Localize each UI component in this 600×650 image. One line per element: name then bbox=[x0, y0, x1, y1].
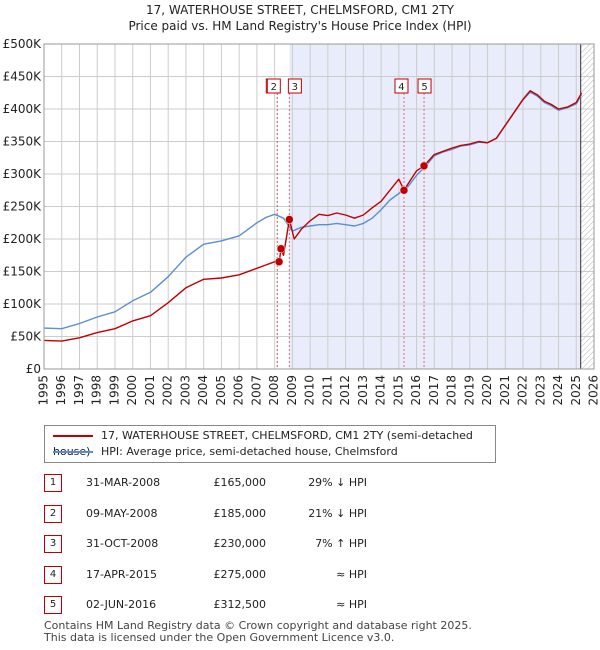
transaction-point bbox=[276, 244, 286, 253]
transaction-hpi-relation: ≈ HPI bbox=[336, 568, 367, 581]
transaction-date: 17-APR-2015 bbox=[86, 568, 158, 581]
x-tick-label: 2001 bbox=[143, 375, 157, 406]
chart-title-text: 17, WATERHOUSE STREET, CHELMSFORD, CM1 2… bbox=[146, 3, 454, 17]
y-tick-label: £500K bbox=[3, 37, 43, 51]
chart-legend: 17, WATERHOUSE STREET, CHELMSFORD, CM1 2… bbox=[44, 425, 496, 463]
x-tick-label: 2004 bbox=[196, 375, 210, 406]
legend-item-hpi: HPI: Average price, semi-detached house,… bbox=[53, 444, 398, 460]
transaction-marker-box bbox=[287, 78, 302, 94]
transaction-hpi-relation: ≈ HPI bbox=[336, 598, 367, 611]
transaction-number: 5 bbox=[44, 596, 62, 614]
legend-item-property: 17, WATERHOUSE STREET, CHELMSFORD, CM1 2… bbox=[53, 428, 495, 458]
price-chart: 12345£0£50K£100K£150K£200K£250K£300K£350… bbox=[3, 37, 600, 406]
x-tick-label: 2007 bbox=[249, 375, 263, 406]
x-tick-label: 2026 bbox=[587, 375, 600, 406]
transaction-marker-label: 5 bbox=[421, 82, 427, 93]
transaction-marker-label: 2 bbox=[271, 82, 277, 93]
property-series-line bbox=[43, 90, 583, 342]
transaction-date: 31-OCT-2008 bbox=[86, 537, 159, 550]
transaction-number: 3 bbox=[44, 535, 62, 553]
legend-label-property: 17, WATERHOUSE STREET, CHELMSFORD, CM1 2… bbox=[53, 429, 473, 458]
transaction-marker-box bbox=[394, 78, 409, 94]
x-tick-label: 2022 bbox=[516, 375, 530, 406]
transaction-price: £275,000 bbox=[213, 568, 267, 581]
transaction-date: 09-MAY-2008 bbox=[86, 507, 158, 520]
transaction-price: £230,000 bbox=[213, 537, 267, 550]
transaction-marker-box bbox=[266, 78, 281, 94]
x-tick-label: 2002 bbox=[161, 375, 175, 406]
x-tick-label: 2006 bbox=[232, 375, 246, 406]
x-tick-label: 2020 bbox=[480, 375, 494, 406]
transaction-price: £165,000 bbox=[213, 476, 267, 489]
y-tick-label: £400K bbox=[3, 102, 43, 116]
transaction-hpi-relation: 21% ↓ HPI bbox=[308, 507, 367, 520]
x-tick-label: 2003 bbox=[178, 375, 192, 406]
y-tick-label: £0 bbox=[26, 362, 41, 376]
x-tick-label: 2019 bbox=[462, 375, 476, 406]
transaction-number: 1 bbox=[44, 474, 62, 492]
footer-notice: Contains HM Land Registry data © Crown c… bbox=[44, 620, 472, 644]
x-tick-label: 2015 bbox=[391, 375, 405, 406]
transaction-date: 02-JUN-2016 bbox=[86, 598, 157, 611]
x-tick-label: 2016 bbox=[409, 375, 423, 406]
transaction-point bbox=[274, 257, 284, 266]
x-tick-label: 2018 bbox=[445, 375, 459, 406]
x-tick-label: 2021 bbox=[498, 375, 512, 406]
legend-swatch-hpi bbox=[53, 451, 93, 453]
x-tick-label: 2010 bbox=[303, 375, 317, 406]
footer-copyright: Contains HM Land Registry data © Crown c… bbox=[44, 619, 472, 632]
x-tick-label: 2014 bbox=[374, 375, 388, 406]
x-tick-label: 2017 bbox=[427, 375, 441, 406]
chart-title: 17, WATERHOUSE STREET, CHELMSFORD, CM1 2… bbox=[0, 2, 600, 34]
legend-swatch-property bbox=[53, 435, 93, 437]
transaction-hpi-relation: 29% ↓ HPI bbox=[308, 476, 367, 489]
transaction-price: £312,500 bbox=[213, 598, 267, 611]
transaction-marker-box bbox=[417, 78, 432, 94]
transaction-marker-label: 3 bbox=[292, 82, 298, 93]
y-tick-label: £150K bbox=[3, 265, 43, 279]
chart-subtitle-text: Price paid vs. HM Land Registry's House … bbox=[128, 19, 472, 33]
legend-label-hpi: HPI: Average price, semi-detached house,… bbox=[101, 445, 398, 458]
plot-frame bbox=[43, 43, 595, 370]
transaction-price: £185,000 bbox=[213, 507, 267, 520]
y-tick-label: £350K bbox=[3, 135, 43, 149]
x-tick-label: 1997 bbox=[72, 375, 86, 406]
transaction-hpi-relation: 7% ↑ HPI bbox=[315, 537, 367, 550]
x-tick-label: 2011 bbox=[320, 375, 334, 406]
y-tick-label: £100K bbox=[3, 297, 43, 311]
x-tick-label: 2008 bbox=[267, 375, 281, 406]
x-tick-label: 2005 bbox=[214, 375, 228, 406]
x-tick-label: 1995 bbox=[37, 375, 51, 406]
footer-licence: This data is licensed under the Open Gov… bbox=[44, 631, 395, 644]
transaction-date: 31-MAR-2008 bbox=[86, 476, 161, 489]
transaction-number: 2 bbox=[44, 505, 62, 523]
x-tick-label: 2000 bbox=[125, 375, 139, 406]
x-tick-label: 2012 bbox=[338, 375, 352, 406]
x-tick-label: 2023 bbox=[533, 375, 547, 406]
y-tick-label: £450K bbox=[3, 70, 43, 84]
x-tick-label: 2009 bbox=[285, 375, 299, 406]
y-tick-label: £250K bbox=[3, 200, 43, 214]
x-tick-label: 2013 bbox=[356, 375, 370, 406]
transaction-number: 4 bbox=[44, 566, 62, 584]
x-tick-label: 1996 bbox=[54, 375, 68, 406]
x-tick-label: 1998 bbox=[90, 375, 104, 406]
y-tick-label: £200K bbox=[3, 232, 43, 246]
y-tick-label: £50K bbox=[10, 330, 42, 344]
transaction-marker-label: 4 bbox=[398, 82, 404, 93]
x-tick-label: 1999 bbox=[107, 375, 121, 406]
x-tick-label: 2024 bbox=[551, 375, 565, 406]
transaction-point bbox=[399, 186, 409, 195]
transaction-point bbox=[285, 215, 294, 224]
y-tick-label: £300K bbox=[3, 167, 43, 181]
x-tick-label: 2025 bbox=[569, 375, 583, 406]
transaction-point bbox=[419, 161, 429, 171]
